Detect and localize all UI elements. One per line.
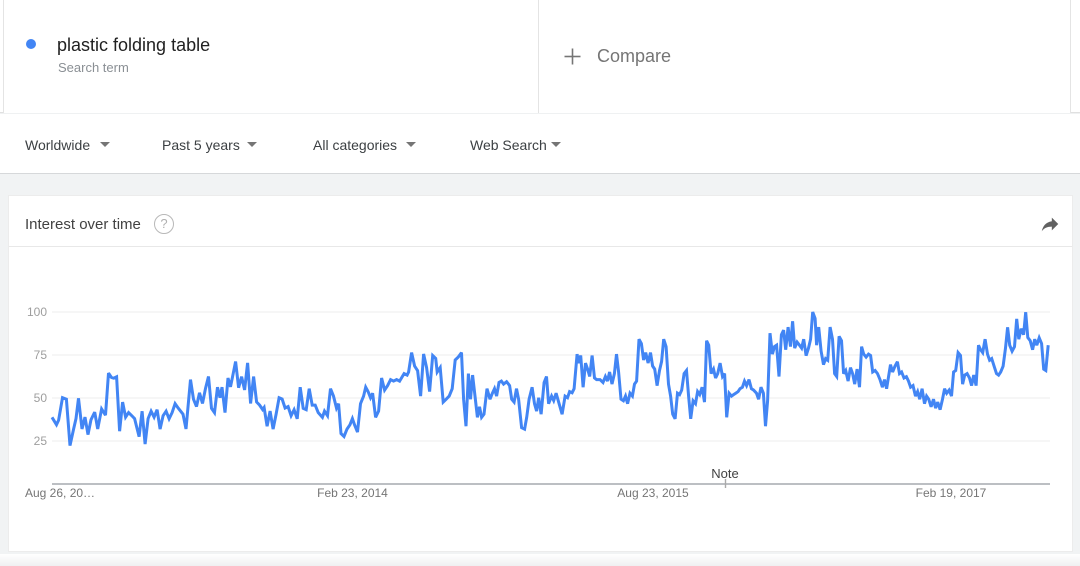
svg-text:50: 50 [34,391,48,405]
svg-text:75: 75 [34,348,48,362]
svg-text:100: 100 [27,305,47,319]
svg-text:Note: Note [711,466,738,481]
svg-text:Aug 23, 2015: Aug 23, 2015 [617,486,689,500]
svg-text:Feb 23, 2014: Feb 23, 2014 [317,486,388,500]
svg-text:25: 25 [34,434,48,448]
svg-text:Aug 26, 20…: Aug 26, 20… [25,486,95,500]
svg-text:Feb 19, 2017: Feb 19, 2017 [916,486,987,500]
